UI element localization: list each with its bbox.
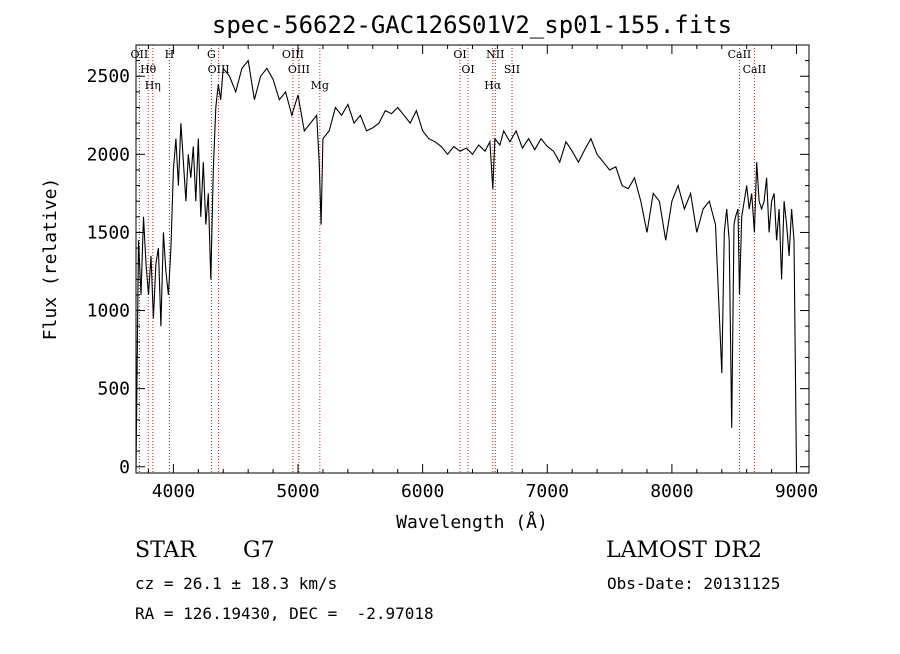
line-label: CaII [728,48,752,61]
emission-line-markers [138,45,755,473]
redshift-text: cz = 26.1 ± 18.3 km/s [135,574,338,593]
line-label: CaII [743,63,767,76]
line-label: OI [461,63,474,76]
line-label: OIII [208,63,230,76]
x-tick-label: 9000 [775,481,818,502]
y-axis-label: Flux (relative) [40,178,61,341]
line-label: Hα [484,79,502,92]
x-tick-label: 7000 [526,481,569,502]
line-label: OIII [282,48,304,61]
line-label: NII [486,48,504,61]
y-tick-label: 500 [97,379,130,400]
y-axis-ticks: 0 500 1000 1500 2000 2500 [87,60,809,478]
object-subclass: G7 [243,538,275,563]
line-label: SII [504,63,520,76]
y-tick-label: 1500 [87,222,130,243]
line-label: G [207,48,216,61]
line-label: Mg [311,79,329,92]
y-tick-label: 2500 [87,66,130,87]
coordinates-text: RA = 126.19430, DEC = -2.97018 [135,604,434,623]
spectrum-series-line [135,59,798,474]
x-axis-ticks: 4000 5000 6000 7000 8000 9000 [147,45,818,502]
line-label: OIII [288,63,310,76]
object-class: STAR [135,538,196,563]
survey-name: LAMOST DR2 [606,538,762,563]
line-label: OII [131,48,149,61]
chart-title: spec-56622-GAC126S01V2_sp01-155.fits [212,11,732,39]
x-tick-label: 4000 [152,481,195,502]
line-label: Hθ [140,63,157,76]
line-label: Hη [145,79,161,92]
line-label: H [165,48,175,61]
x-tick-label: 8000 [650,481,693,502]
y-tick-label: 2000 [87,144,130,165]
y-tick-label: 1000 [87,301,130,322]
x-tick-label: 6000 [401,481,444,502]
y-tick-label: 0 [119,457,130,478]
line-label: OI [453,48,466,61]
plot-frame [135,44,810,474]
x-axis-label: Wavelength (Å) [396,511,548,533]
observation-date: Obs-Date: 20131125 [607,574,781,593]
x-tick-label: 5000 [276,481,319,502]
